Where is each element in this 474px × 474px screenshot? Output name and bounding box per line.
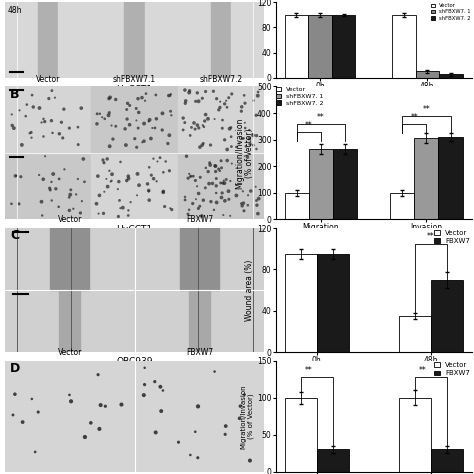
Bar bbox=[231, 2, 264, 78]
Bar bbox=[5, 228, 135, 290]
Text: shFBXW7.1: shFBXW7.1 bbox=[113, 75, 156, 84]
Point bbox=[201, 237, 208, 244]
Point bbox=[368, 421, 375, 428]
Bar bbox=[124, 2, 145, 78]
Point bbox=[182, 254, 190, 261]
Point bbox=[193, 305, 201, 312]
Point bbox=[337, 369, 345, 377]
Y-axis label: Migration/Invasion
(% of Vector): Migration/Invasion (% of Vector) bbox=[241, 384, 255, 448]
Point bbox=[434, 30, 442, 38]
Bar bbox=[438, 137, 463, 219]
Bar bbox=[399, 398, 431, 472]
Legend: Vector, shFBXW7. 1, shFBXW7. 2: Vector, shFBXW7. 1, shFBXW7. 2 bbox=[276, 87, 324, 106]
Text: HuCCT1: HuCCT1 bbox=[117, 85, 153, 94]
Point bbox=[395, 34, 402, 42]
Point bbox=[325, 422, 333, 430]
Bar bbox=[180, 228, 219, 290]
Legend: Vector, shFBXW7. 1, shFBXW7. 2: Vector, shFBXW7. 1, shFBXW7. 2 bbox=[430, 3, 471, 20]
Bar bbox=[91, 2, 124, 78]
Bar bbox=[392, 15, 416, 78]
Point bbox=[56, 259, 64, 266]
Point bbox=[383, 288, 391, 296]
Bar bbox=[5, 2, 37, 78]
Bar bbox=[285, 398, 317, 472]
Bar bbox=[5, 290, 135, 352]
Bar bbox=[285, 15, 308, 78]
Bar bbox=[58, 2, 91, 78]
Point bbox=[137, 47, 144, 55]
Legend: Vector, FBXW7: Vector, FBXW7 bbox=[434, 362, 470, 376]
Text: FBXW7: FBXW7 bbox=[186, 347, 213, 356]
Bar bbox=[309, 149, 333, 219]
Point bbox=[171, 411, 178, 419]
Point bbox=[336, 329, 343, 337]
Text: Vector: Vector bbox=[57, 347, 82, 356]
Bar bbox=[308, 15, 332, 78]
Point bbox=[383, 87, 391, 95]
Point bbox=[107, 7, 115, 14]
Point bbox=[45, 278, 52, 285]
Text: Vector: Vector bbox=[57, 215, 82, 224]
Text: QBC939: QBC939 bbox=[116, 357, 153, 366]
Point bbox=[338, 6, 346, 14]
Bar bbox=[399, 316, 431, 352]
Point bbox=[408, 41, 416, 48]
Point bbox=[455, 9, 462, 17]
Bar bbox=[135, 228, 264, 290]
Text: **: ** bbox=[305, 120, 313, 129]
Text: 48h: 48h bbox=[0, 317, 1, 326]
Point bbox=[360, 444, 368, 452]
Bar bbox=[317, 254, 348, 352]
Bar bbox=[285, 193, 309, 219]
Point bbox=[216, 305, 223, 312]
Text: D: D bbox=[10, 362, 20, 375]
Text: **: ** bbox=[305, 366, 312, 375]
Bar bbox=[416, 72, 439, 78]
Text: HuCCT1: HuCCT1 bbox=[117, 225, 153, 234]
Bar bbox=[145, 2, 178, 78]
Bar bbox=[37, 2, 58, 78]
Text: C: C bbox=[10, 229, 19, 242]
Text: **: ** bbox=[317, 112, 325, 121]
Bar bbox=[333, 149, 357, 219]
Bar bbox=[59, 290, 80, 352]
Bar bbox=[414, 138, 438, 219]
Bar bbox=[189, 290, 210, 352]
Point bbox=[463, 78, 471, 86]
Bar bbox=[178, 2, 211, 78]
Point bbox=[396, 343, 403, 351]
Point bbox=[63, 28, 71, 36]
Text: **: ** bbox=[419, 366, 427, 375]
Point bbox=[315, 9, 323, 16]
Point bbox=[47, 327, 55, 335]
Bar bbox=[50, 228, 89, 290]
Point bbox=[350, 384, 358, 392]
Point bbox=[273, 210, 280, 218]
Text: **: ** bbox=[427, 231, 435, 240]
Y-axis label: Wound area (%): Wound area (%) bbox=[246, 259, 255, 321]
Point bbox=[352, 391, 359, 398]
Text: **: ** bbox=[422, 105, 430, 114]
Bar bbox=[332, 15, 356, 78]
Y-axis label: Migration/Invasion
(% of Vector): Migration/Invasion (% of Vector) bbox=[235, 117, 254, 189]
Bar bbox=[285, 254, 317, 352]
Bar bbox=[317, 449, 348, 472]
Point bbox=[92, 313, 100, 320]
Text: shFBXW7.2: shFBXW7.2 bbox=[200, 75, 243, 84]
Text: 48h: 48h bbox=[7, 6, 22, 15]
Text: Vector: Vector bbox=[36, 75, 60, 84]
Bar bbox=[390, 193, 414, 219]
Point bbox=[309, 44, 317, 52]
Bar bbox=[431, 280, 463, 352]
Point bbox=[367, 293, 374, 301]
Legend: Vector, FBXW7: Vector, FBXW7 bbox=[434, 229, 470, 244]
Bar bbox=[431, 449, 463, 472]
Bar bbox=[439, 74, 463, 78]
Text: FBXW7: FBXW7 bbox=[186, 215, 213, 224]
Text: **: ** bbox=[410, 112, 418, 121]
Bar bbox=[211, 2, 231, 78]
Point bbox=[439, 228, 447, 235]
Bar bbox=[135, 290, 264, 352]
Text: B: B bbox=[10, 88, 19, 101]
